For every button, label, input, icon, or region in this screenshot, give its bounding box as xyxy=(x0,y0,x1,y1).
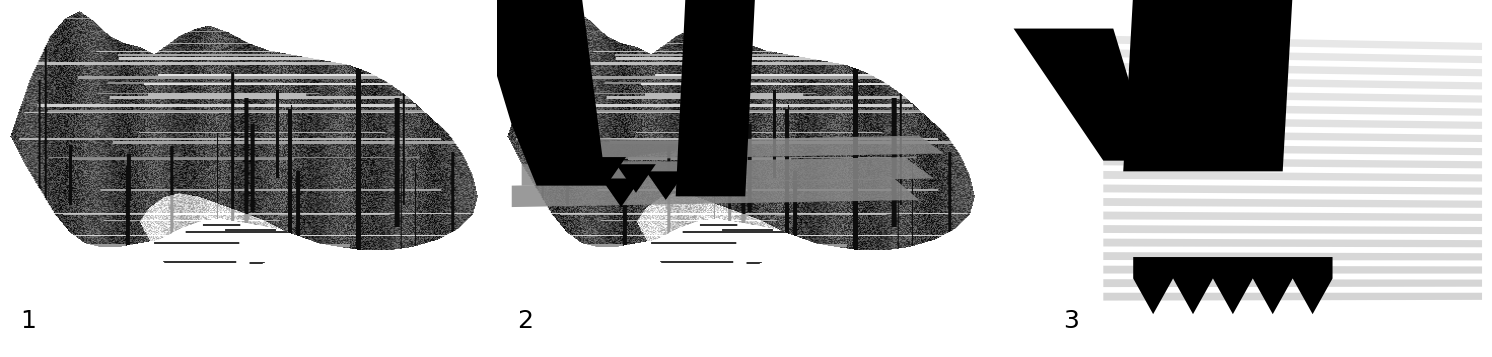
Text: 3: 3 xyxy=(1064,310,1079,333)
Polygon shape xyxy=(512,178,919,207)
Polygon shape xyxy=(1103,103,1482,116)
Polygon shape xyxy=(1103,198,1482,208)
Polygon shape xyxy=(471,0,606,186)
Polygon shape xyxy=(1103,117,1482,129)
Polygon shape xyxy=(1103,90,1482,102)
Polygon shape xyxy=(1103,63,1482,76)
Polygon shape xyxy=(1103,238,1482,247)
Polygon shape xyxy=(1103,157,1482,169)
Polygon shape xyxy=(1103,185,1482,195)
Polygon shape xyxy=(1013,29,1153,161)
Polygon shape xyxy=(1103,76,1482,90)
Polygon shape xyxy=(676,0,755,196)
Polygon shape xyxy=(522,136,721,161)
Polygon shape xyxy=(537,136,944,161)
Polygon shape xyxy=(522,157,746,182)
Polygon shape xyxy=(1123,0,1292,171)
Polygon shape xyxy=(1103,225,1482,234)
Polygon shape xyxy=(601,178,642,207)
Polygon shape xyxy=(646,171,686,200)
Polygon shape xyxy=(1103,36,1482,50)
Polygon shape xyxy=(1103,252,1482,260)
Text: 2: 2 xyxy=(516,310,533,333)
Polygon shape xyxy=(1103,279,1482,287)
Polygon shape xyxy=(1103,130,1482,142)
Polygon shape xyxy=(1103,49,1482,63)
Polygon shape xyxy=(522,157,934,186)
Polygon shape xyxy=(1103,212,1482,221)
Polygon shape xyxy=(1134,257,1332,314)
Polygon shape xyxy=(1103,144,1482,155)
Text: 1: 1 xyxy=(19,310,36,333)
Polygon shape xyxy=(1103,171,1482,181)
Polygon shape xyxy=(1103,293,1482,301)
Polygon shape xyxy=(616,164,656,193)
Polygon shape xyxy=(586,157,627,186)
Polygon shape xyxy=(1103,266,1482,273)
